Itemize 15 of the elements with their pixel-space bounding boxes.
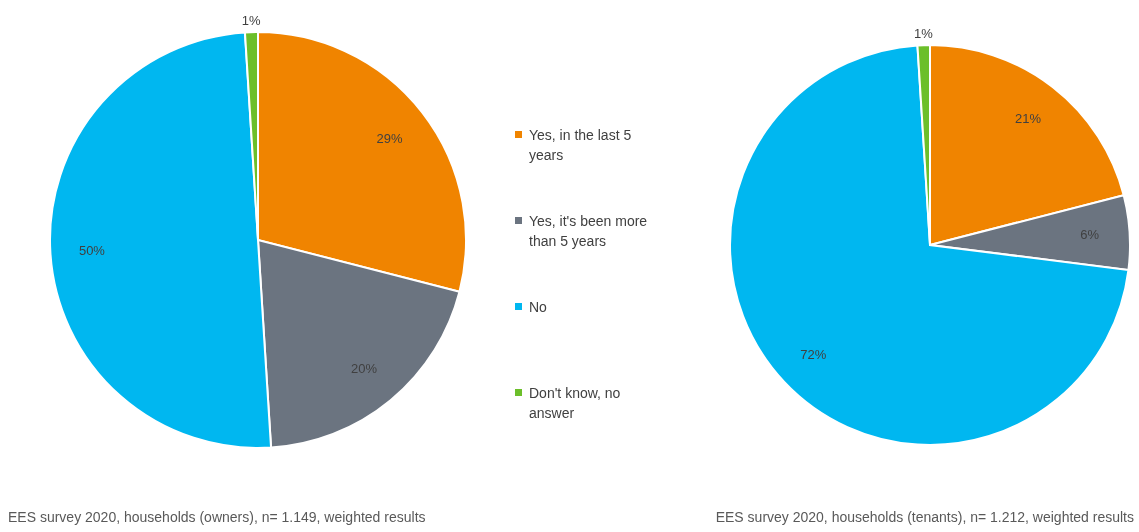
data-label: 20% (351, 360, 378, 376)
pie-slice (729, 44, 1130, 446)
data-label: 29% (376, 130, 403, 146)
legend-label: No (529, 299, 548, 315)
text: EES survey 2020, households (owners), n= 1.149, weighted results (8, 509, 426, 525)
data-label: 50% (78, 242, 106, 258)
text: EES survey 2020, households (tenants), n= 1.212, weighted results (715, 509, 1134, 525)
legend-label: Don't know, no answer (529, 385, 621, 421)
data-label: 21% (1015, 111, 1042, 127)
legend-label: Yes, it's been more than 5 years (529, 213, 648, 249)
data-label: 1% (241, 12, 261, 28)
data-label: 1% (913, 25, 934, 41)
data-label: 72% (800, 347, 827, 363)
data-label: 6% (1080, 227, 1100, 243)
legend-label: Yes, in the last 5 years (529, 127, 632, 163)
